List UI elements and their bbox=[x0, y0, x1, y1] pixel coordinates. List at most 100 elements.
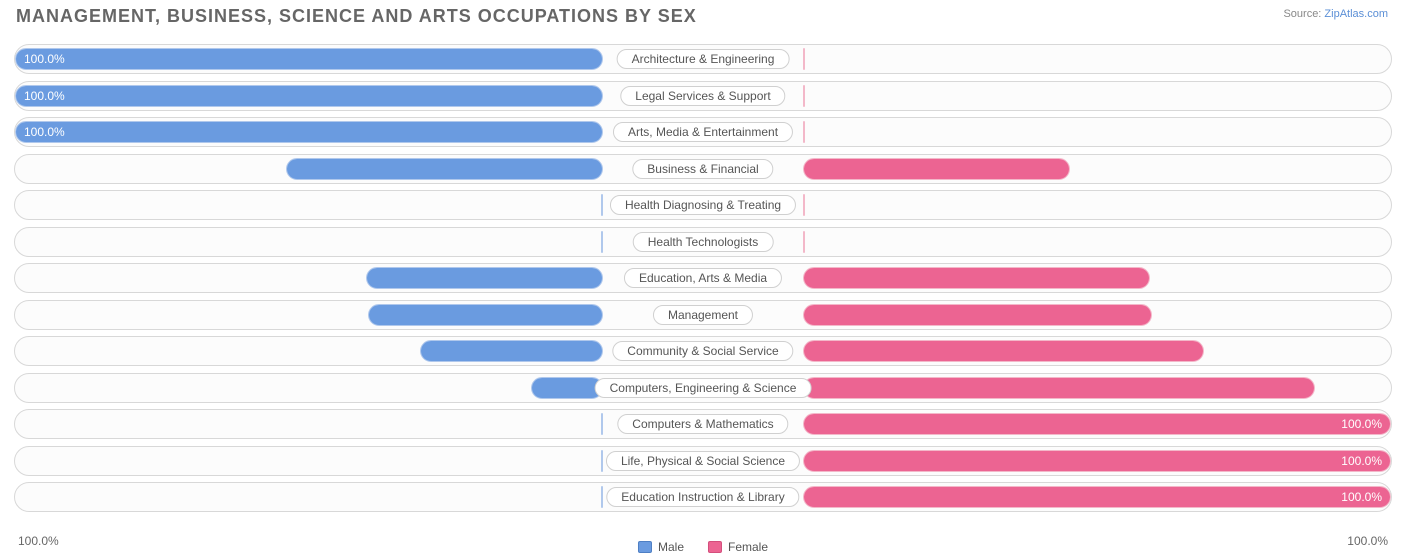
male-fill bbox=[367, 268, 602, 288]
male-track bbox=[368, 304, 603, 326]
category-label: Education, Arts & Media bbox=[624, 268, 782, 288]
female-fill bbox=[804, 378, 1314, 398]
male-half: 0.0% bbox=[15, 447, 703, 475]
female-track: 100.0% bbox=[803, 413, 1391, 435]
female-half: 45.8% bbox=[703, 155, 1391, 183]
male-fill bbox=[16, 49, 602, 69]
legend-female-label: Female bbox=[728, 540, 768, 554]
chart-row: 40.4%59.6%Management bbox=[14, 300, 1392, 330]
legend-male: Male bbox=[638, 540, 684, 554]
female-half: 0.0% bbox=[703, 82, 1391, 110]
chart-source: Source: ZipAtlas.com bbox=[1283, 8, 1388, 20]
female-track: 100.0% bbox=[803, 450, 1391, 472]
female-half: 100.0% bbox=[703, 410, 1391, 438]
category-label: Life, Physical & Social Science bbox=[606, 451, 800, 471]
female-half: 0.0% bbox=[703, 228, 1391, 256]
category-label: Legal Services & Support bbox=[620, 86, 785, 106]
category-label: Arts, Media & Entertainment bbox=[613, 122, 793, 142]
female-fill bbox=[804, 487, 1390, 507]
male-fill bbox=[16, 86, 602, 106]
female-track bbox=[803, 377, 1315, 399]
category-label: Architecture & Engineering bbox=[617, 49, 790, 69]
category-label: Management bbox=[653, 305, 753, 325]
female-track bbox=[803, 48, 805, 70]
female-half: 0.0% bbox=[703, 45, 1391, 73]
category-label: Computers & Mathematics bbox=[617, 414, 788, 434]
female-track: 100.0% bbox=[803, 486, 1391, 508]
male-track bbox=[601, 231, 603, 253]
male-half: 100.0% bbox=[15, 118, 703, 146]
female-track bbox=[803, 158, 1070, 180]
chart-row: 100.0% 0.0%Arts, Media & Entertainment bbox=[14, 117, 1392, 147]
legend-female: Female bbox=[708, 540, 768, 554]
chart-rows: 100.0%0.0%Architecture & Engineering100.… bbox=[14, 44, 1392, 519]
male-track: 100.0% bbox=[15, 121, 603, 143]
male-track: 100.0% bbox=[15, 48, 603, 70]
male-half: 0.0% bbox=[15, 228, 703, 256]
chart-row: 0.0%0.0%Health Diagnosing & Treating bbox=[14, 190, 1392, 220]
female-fill bbox=[804, 305, 1151, 325]
female-track bbox=[803, 85, 805, 107]
female-track bbox=[803, 267, 1150, 289]
male-half: 31.6% bbox=[15, 337, 703, 365]
female-half: 0.0% bbox=[703, 118, 1391, 146]
chart-row: 40.7%59.3%Education, Arts & Media bbox=[14, 263, 1392, 293]
male-half: 40.7% bbox=[15, 264, 703, 292]
category-label: Education Instruction & Library bbox=[606, 487, 799, 507]
female-half: 100.0% bbox=[703, 447, 1391, 475]
female-fill bbox=[804, 414, 1390, 434]
female-half: 100.0% bbox=[703, 483, 1391, 511]
male-fill bbox=[532, 378, 602, 398]
male-half: 0.0% bbox=[15, 483, 703, 511]
female-fill bbox=[804, 341, 1203, 361]
axis-left-label: 100.0% bbox=[18, 534, 59, 548]
male-fill bbox=[369, 305, 602, 325]
female-swatch-icon bbox=[708, 541, 722, 553]
category-label: Business & Financial bbox=[632, 159, 773, 179]
male-track bbox=[420, 340, 603, 362]
female-track bbox=[803, 194, 805, 216]
chart-row: 12.8%87.2%Computers, Engineering & Scien… bbox=[14, 373, 1392, 403]
chart-row: 0.0%0.0%Health Technologists bbox=[14, 227, 1392, 257]
legend-male-label: Male bbox=[658, 540, 684, 554]
category-label: Computers, Engineering & Science bbox=[595, 378, 812, 398]
chart-row: 31.6%68.4%Community & Social Service bbox=[14, 336, 1392, 366]
female-value-label: 100.0% bbox=[1341, 417, 1382, 431]
female-half: 0.0% bbox=[703, 191, 1391, 219]
female-track bbox=[803, 121, 805, 143]
female-half: 59.3% bbox=[703, 264, 1391, 292]
male-track: 100.0% bbox=[15, 85, 603, 107]
male-half: 100.0% bbox=[15, 45, 703, 73]
occupations-by-sex-chart: MANAGEMENT, BUSINESS, SCIENCE AND ARTS O… bbox=[14, 0, 1392, 558]
male-value-label: 100.0% bbox=[24, 125, 65, 139]
male-track bbox=[286, 158, 603, 180]
chart-title: MANAGEMENT, BUSINESS, SCIENCE AND ARTS O… bbox=[14, 0, 1392, 37]
male-half: 100.0% bbox=[15, 82, 703, 110]
female-half: 59.6% bbox=[703, 301, 1391, 329]
chart-legend: Male Female bbox=[638, 540, 768, 554]
chart-row: 0.0% 100.0% Education Instruction & Librar… bbox=[14, 482, 1392, 512]
male-fill bbox=[16, 122, 602, 142]
chart-row: 0.0% 100.0% Life, Physical & Social Scienc… bbox=[14, 446, 1392, 476]
chart-row: 100.0% 0.0%Architecture & Engineering bbox=[14, 44, 1392, 74]
category-label: Health Diagnosing & Treating bbox=[610, 195, 796, 215]
chart-row: 54.2%45.8%Business & Financial bbox=[14, 154, 1392, 184]
female-value-label: 100.0% bbox=[1341, 454, 1382, 468]
female-value-label: 100.0% bbox=[1341, 490, 1382, 504]
source-link[interactable]: ZipAtlas.com bbox=[1324, 8, 1388, 20]
female-track bbox=[803, 304, 1152, 326]
male-half: 0.0% bbox=[15, 191, 703, 219]
female-track bbox=[803, 340, 1204, 362]
chart-row: 0.0% 100.0% Computers & Mathematics bbox=[14, 409, 1392, 439]
female-fill bbox=[804, 451, 1390, 471]
male-track bbox=[366, 267, 603, 289]
female-track bbox=[803, 231, 805, 253]
female-fill bbox=[804, 159, 1069, 179]
male-fill bbox=[421, 341, 602, 361]
axis-right-label: 100.0% bbox=[1347, 534, 1388, 548]
male-half: 0.0% bbox=[15, 410, 703, 438]
male-half: 40.4% bbox=[15, 301, 703, 329]
male-value-label: 100.0% bbox=[24, 89, 65, 103]
male-value-label: 100.0% bbox=[24, 52, 65, 66]
male-fill bbox=[287, 159, 602, 179]
